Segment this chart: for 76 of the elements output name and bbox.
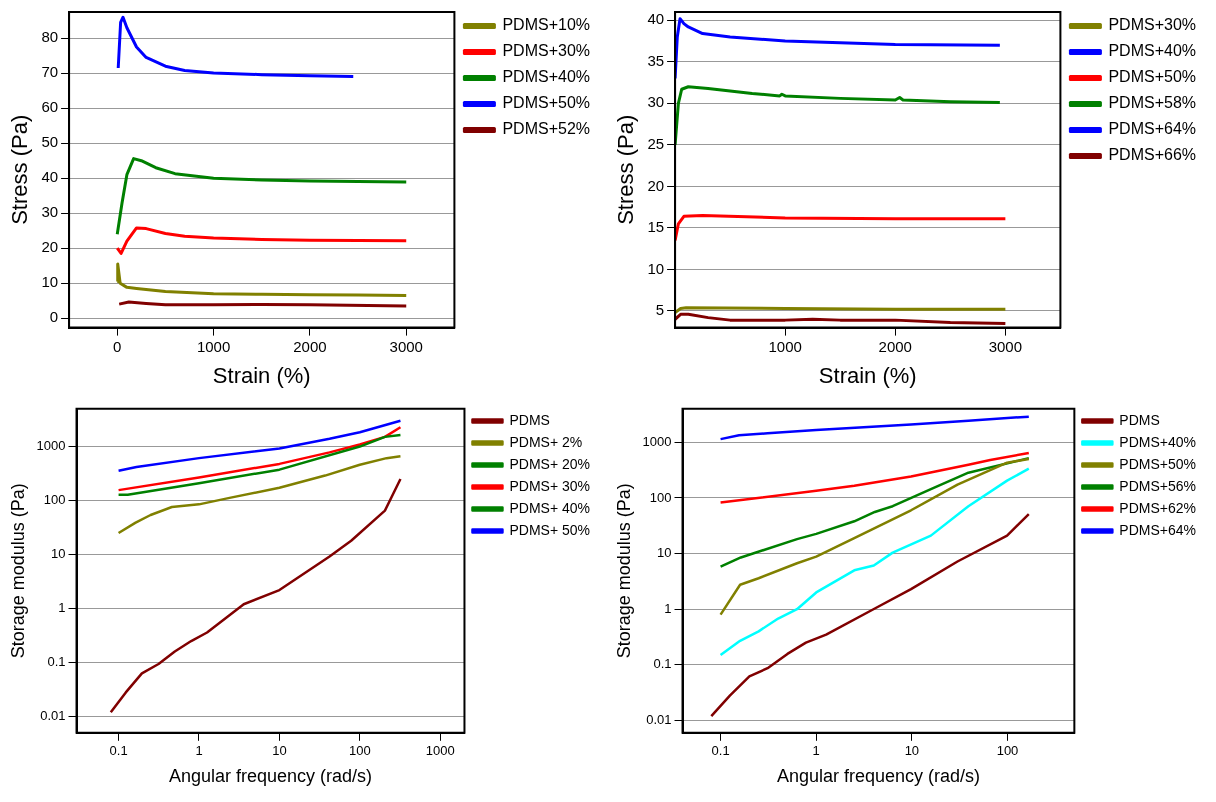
y-tick-label: 30 — [41, 203, 59, 221]
y-tick-label: 100 — [649, 489, 672, 505]
legend-label: PDMS+50% — [1119, 455, 1197, 472]
y-tick-label: 50 — [41, 133, 59, 151]
legend-label: PDMS+30% — [1108, 16, 1196, 34]
legend-label: PDMS+ 50% — [509, 521, 591, 538]
y-tick-label: 80 — [41, 28, 59, 46]
y-tick-label: 10 — [657, 545, 672, 561]
legend-label: PDMS+64% — [1119, 521, 1197, 538]
legend-label: PDMS+ 20% — [509, 455, 591, 472]
y-tick-label: 25 — [647, 135, 665, 153]
x-tick-label: 3000 — [988, 337, 1023, 355]
legend-label: PDMS+52% — [502, 120, 590, 138]
y-tick-label: 100 — [43, 492, 66, 508]
x-tick-label: 10 — [904, 743, 920, 759]
x-tick-label: 3000 — [389, 337, 423, 355]
y-tick-label: 1000 — [642, 433, 672, 449]
x-axis-title: Strain (%) — [818, 362, 917, 388]
y-tick-label: 5 — [655, 301, 665, 319]
legend-label: PDMS+50% — [502, 94, 590, 112]
legend-label: PDMS+56% — [1119, 477, 1197, 494]
x-tick-label: 1000 — [425, 743, 455, 759]
y-tick-label: 40 — [647, 10, 665, 28]
legend-label: PDMS+58% — [1108, 94, 1196, 112]
y-tick-label: 0 — [49, 308, 59, 326]
x-tick-label: 1000 — [196, 337, 231, 355]
y-tick-label: 10 — [51, 546, 66, 562]
x-tick-label: 0 — [113, 337, 122, 355]
legend-label: PDMS — [1119, 411, 1160, 428]
y-axis-title: Stress (Pa) — [613, 114, 639, 225]
x-axis-title: Strain (%) — [212, 362, 311, 388]
y-tick-label: 35 — [647, 51, 665, 69]
x-tick-label: 1000 — [768, 337, 802, 355]
x-axis-title: Angular frequency (rad/s) — [776, 766, 980, 787]
y-tick-label: 0.1 — [653, 656, 672, 672]
y-tick-label: 30 — [647, 93, 665, 111]
y-tick-label: 15 — [647, 218, 665, 236]
legend-label: PDMS+ 40% — [509, 499, 591, 516]
legend-label: PDMS — [509, 411, 550, 428]
y-tick-label: 70 — [41, 63, 59, 81]
legend-label: PDMS+64% — [1108, 120, 1196, 138]
y-tick-label: 0.01 — [646, 712, 672, 728]
y-tick-label: 1000 — [36, 438, 66, 454]
legend-label: PDMS+40% — [502, 68, 590, 86]
x-axis-title: Angular frequency (rad/s) — [168, 766, 373, 787]
legend-label: PDMS+50% — [1108, 68, 1196, 86]
y-axis-title: Stress (Pa) — [7, 114, 33, 225]
x-tick-label: 100 — [996, 743, 1019, 759]
y-tick-label: 60 — [41, 98, 59, 116]
x-tick-label: 2000 — [878, 337, 912, 355]
legend-label: PDMS+40% — [1108, 42, 1196, 60]
x-tick-label: 1 — [812, 743, 820, 759]
legend-label: PDMS+10% — [502, 16, 590, 34]
y-tick-label: 10 — [647, 259, 665, 277]
x-tick-label: 1 — [195, 743, 203, 759]
y-axis-title: Storage modulus (Pa) — [613, 483, 634, 659]
x-tick-label: 2000 — [293, 337, 327, 355]
legend-label: PDMS+ 2% — [509, 433, 583, 450]
x-tick-label: 0.1 — [109, 743, 128, 759]
legend-label: PDMS+66% — [1108, 146, 1196, 164]
y-tick-label: 40 — [41, 168, 59, 186]
y-tick-label: 10 — [41, 273, 59, 291]
legend-label: PDMS+30% — [502, 42, 590, 60]
y-tick-label: 20 — [647, 176, 665, 194]
y-tick-label: 1 — [664, 600, 672, 616]
legend-label: PDMS+ 30% — [509, 477, 591, 494]
legend-label: PDMS+40% — [1119, 433, 1197, 450]
x-tick-label: 10 — [272, 743, 287, 759]
y-tick-label: 0.01 — [40, 708, 66, 724]
y-tick-label: 1 — [58, 600, 66, 616]
x-tick-label: 0.1 — [711, 743, 730, 759]
legend-label: PDMS+62% — [1119, 499, 1197, 516]
x-tick-label: 100 — [348, 743, 371, 759]
y-tick-label: 0.1 — [47, 654, 66, 670]
y-axis-title: Storage modulus (Pa) — [7, 483, 28, 659]
y-tick-label: 20 — [41, 238, 59, 256]
